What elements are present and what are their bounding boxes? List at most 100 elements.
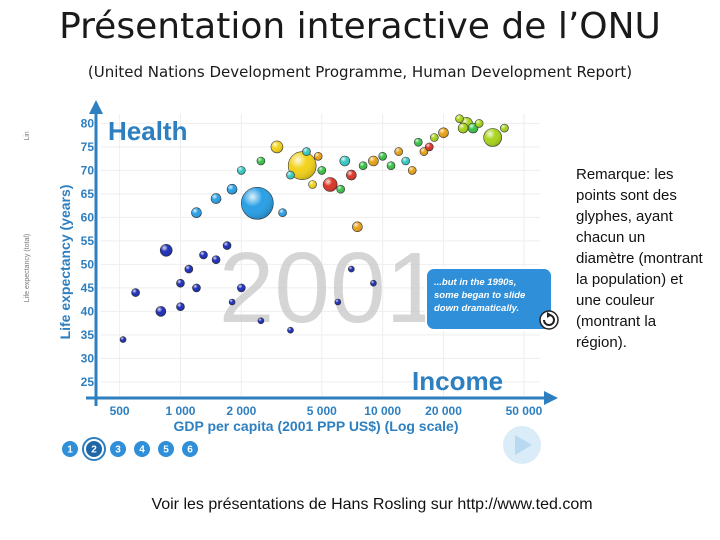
y-tick-label: 25 [81,375,95,389]
play-button[interactable] [503,426,541,464]
y-tick-label: 65 [81,187,95,201]
svg-text:6: 6 [187,445,193,456]
step-button-6[interactable]: 6 [182,441,198,457]
data-point [241,187,274,220]
data-point [226,183,238,195]
x-tick-label: 1 000 [165,404,195,418]
footer-note: Voir les présentations de Hans Rosling s… [151,496,593,513]
data-point [339,155,351,167]
step-button-4[interactable]: 4 [134,441,150,457]
x-tick-label: 500 [110,404,130,418]
data-point [176,278,185,288]
data-point [184,264,194,274]
x-tick-label: 20 000 [425,404,462,418]
data-point [286,170,295,180]
callout-box: ...but in the 1990s, some began to slide… [425,267,559,331]
chart-area: 2001 Health Income 25 30 35 40 45 50 55 60 65 70 7… [20,92,560,472]
data-point [270,140,284,154]
replay-icon[interactable] [539,310,559,330]
y-tick-label: 40 [81,304,95,318]
data-point [159,244,173,257]
y-tick-label: 30 [81,351,95,365]
y-tick-labels: 25 30 35 40 45 50 55 60 65 70 75 80 [81,116,95,389]
slide-subtitle: (United Nations Development Programme, H… [87,63,633,81]
data-point [176,302,185,311]
data-point [287,326,294,334]
svg-text:4: 4 [139,445,145,456]
data-point [394,147,403,156]
data-point [131,288,140,297]
y-tick-label: 80 [81,116,95,130]
data-point [211,255,221,264]
svg-text:1: 1 [67,445,73,456]
data-point [237,166,246,175]
svg-text:2: 2 [91,445,97,456]
step-buttons: 1 2 3 4 5 6 [62,437,198,461]
axes [86,100,558,406]
y-tick-label: 55 [81,234,95,248]
callout-line-3: down dramatically. [434,303,519,314]
data-point [308,180,317,189]
data-point [119,336,127,343]
data-point [352,221,363,233]
data-point [455,114,464,124]
y-scale-label-total: Life expectancy (total) [24,234,31,302]
data-point [334,298,342,306]
data-point [370,279,377,287]
data-point [386,161,396,170]
svg-text:3: 3 [115,445,121,456]
x-tick-labels: 500 1 000 2 000 5 000 10 000 20 000 50 000 [110,404,543,418]
y-tick-label: 45 [81,281,95,295]
data-point [500,123,509,133]
y-scale-label-lin: Lin [24,131,31,140]
data-point [457,122,469,134]
year-watermark: 2001 [219,232,441,344]
data-point [368,155,379,167]
data-point [256,156,266,166]
data-point [210,193,222,204]
callout-line-1: ...but in the 1990s, [434,277,516,288]
data-point [348,265,355,273]
data-point [424,142,434,152]
data-point [237,283,246,293]
step-button-2[interactable]: 2 [82,437,106,461]
side-note: Remarque: les points sont des glyphes, a… [576,166,703,351]
health-title: Health [108,116,187,146]
y-tick-label: 60 [81,210,95,224]
data-point [407,166,417,175]
data-point [474,119,484,128]
data-point [302,147,311,156]
income-title: Income [412,366,503,396]
data-point [257,317,265,325]
x-tick-label: 5 000 [307,404,337,418]
callout-line-2: some began to slide [434,290,526,301]
data-point [438,127,449,139]
data-point [199,250,208,260]
y-tick-label: 35 [81,328,95,342]
step-button-1[interactable]: 1 [62,441,78,457]
x-tick-label: 50 000 [506,404,543,418]
grid-layer [100,114,540,396]
x-axis-label: GDP per capita (2001 PPP US$) (Log scale… [173,418,458,434]
data-point [228,298,236,306]
data-point [413,137,423,147]
data-point [346,169,357,181]
y-axis-label: Life expectancy (years) [57,185,73,340]
y-tick-label: 75 [81,140,95,154]
data-point [155,306,167,317]
step-button-5[interactable]: 5 [158,441,174,457]
x-tick-label: 2 000 [226,404,256,418]
data-point [483,128,502,147]
data-point [401,156,410,166]
data-point [336,184,345,194]
step-button-3[interactable]: 3 [110,441,126,457]
data-point [322,177,338,192]
data-point [287,151,317,180]
y-tick-label: 70 [81,163,95,177]
data-point [222,241,232,250]
data-point [317,166,327,175]
data-points [119,114,509,343]
slide-title: Présentation interactive de l’ONU [59,6,661,47]
data-point [313,152,323,161]
data-point [378,152,387,161]
